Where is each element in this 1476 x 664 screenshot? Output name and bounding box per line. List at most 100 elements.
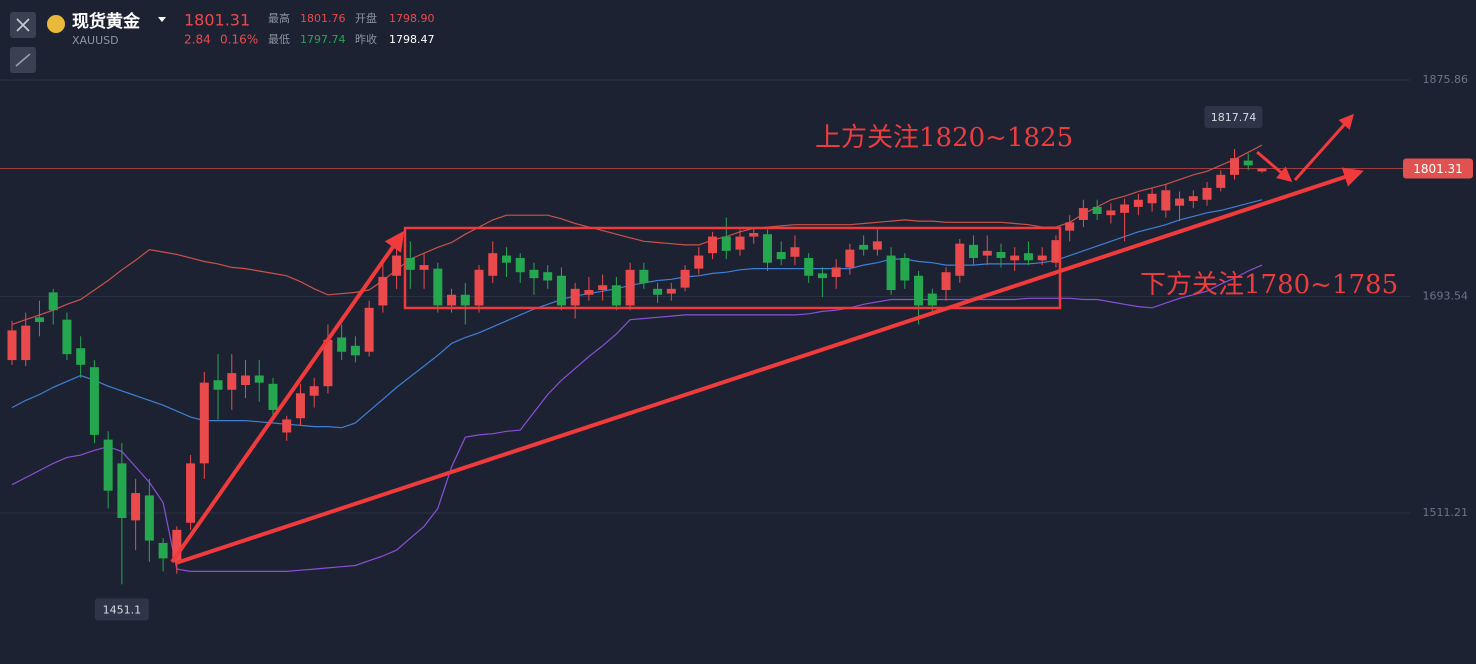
candle-body	[172, 529, 182, 562]
candle-body	[501, 255, 511, 263]
gold-icon	[47, 15, 65, 33]
y-tick-label: 1511.21	[1423, 506, 1469, 519]
candle-body	[1051, 240, 1061, 263]
annotation: 上方关注1820~1825	[815, 123, 1073, 153]
dropdown-icon[interactable]	[158, 17, 166, 22]
candle-body	[254, 375, 264, 383]
candle-body	[831, 267, 841, 277]
candle-body	[735, 236, 745, 250]
candle-body	[721, 236, 731, 251]
candle-body	[1120, 204, 1130, 213]
change: 2.84	[184, 33, 211, 47]
candle-body	[639, 269, 649, 283]
candle-body	[213, 380, 223, 390]
range-box	[403, 226, 1062, 310]
candle-body	[969, 244, 979, 258]
candle-body	[584, 290, 594, 295]
candle-body	[1188, 196, 1198, 201]
candle-body	[1147, 193, 1157, 204]
candle-body	[405, 257, 415, 270]
candle-body	[131, 493, 141, 521]
candle-body	[1230, 158, 1240, 175]
low-marker-box	[94, 598, 149, 621]
band-line	[11, 264, 1263, 572]
candle-body	[460, 294, 470, 306]
candle-body	[241, 375, 251, 386]
candle-body	[680, 269, 690, 288]
candle-body	[941, 272, 951, 291]
candle-body	[543, 272, 553, 281]
symbol-code: XAUUSD	[72, 34, 119, 47]
candle-body	[982, 250, 992, 256]
candle-body	[1243, 160, 1253, 166]
candle-body	[1133, 199, 1143, 207]
candle-body	[900, 257, 910, 281]
candle-body	[1161, 190, 1171, 211]
candle-body	[378, 276, 388, 306]
candle-body	[1037, 255, 1047, 261]
candle-body	[282, 419, 292, 433]
candle-body	[419, 265, 429, 270]
candle-body	[762, 234, 772, 263]
stat-label: 开盘	[355, 11, 377, 25]
annotation: 下方关注1780~1785	[1140, 270, 1398, 300]
candle-body	[144, 495, 154, 541]
candle-body	[708, 236, 718, 254]
y-tick-label: 1875.86	[1423, 73, 1469, 86]
candle-body	[515, 257, 525, 273]
arrow	[175, 167, 1364, 565]
candle-body	[1202, 187, 1212, 200]
symbol-title[interactable]: 现货黄金	[72, 11, 141, 32]
candle-body	[790, 247, 800, 257]
candle-body	[666, 288, 676, 294]
candle-body	[611, 285, 621, 306]
candle-body	[955, 243, 965, 276]
high-marker-label: 1817.74	[1211, 111, 1257, 124]
candle-body	[1065, 222, 1075, 231]
candle-body	[1023, 253, 1033, 261]
candle-body	[927, 293, 937, 306]
candle-body	[914, 275, 924, 306]
tool-icon	[15, 53, 31, 67]
candle-body	[817, 273, 827, 279]
candle-body	[89, 367, 99, 435]
candle-body	[34, 317, 44, 323]
candle-body	[364, 307, 374, 352]
stat-label: 昨收	[355, 32, 377, 46]
candle-body	[103, 439, 113, 491]
candle-body	[529, 269, 539, 279]
candle-body	[62, 319, 72, 355]
candle-body	[1078, 208, 1088, 220]
stat-value: 1801.76	[300, 12, 346, 25]
arrow	[1256, 150, 1293, 182]
low-marker-label: 1451.1	[103, 603, 142, 616]
y-tick-label: 1693.54	[1423, 289, 1469, 302]
candle-body	[749, 233, 759, 237]
candle-body	[48, 292, 58, 311]
candle-body	[859, 244, 869, 250]
candle-body	[21, 325, 31, 361]
candle-body	[488, 253, 498, 276]
candle-body	[598, 285, 608, 291]
candle-body	[474, 269, 484, 306]
candle-body	[570, 288, 580, 306]
close-icon	[16, 18, 30, 32]
candle-body	[7, 330, 17, 361]
candle-body	[872, 241, 882, 250]
stat-label: 最低	[268, 33, 290, 46]
last-price-label: 1801.31	[1413, 162, 1463, 176]
candle-body	[1175, 198, 1185, 206]
candle-body	[1010, 255, 1020, 261]
candle-body	[447, 294, 457, 306]
candle-body	[199, 382, 209, 464]
candle-body	[845, 249, 855, 268]
candle-body	[653, 288, 663, 295]
candle-body	[433, 268, 443, 306]
candle-body	[1106, 210, 1116, 216]
candle-body	[996, 252, 1006, 258]
candle-body	[295, 393, 305, 419]
candle-body	[776, 252, 786, 260]
candle-body	[268, 383, 278, 410]
candle-body	[1257, 168, 1267, 172]
